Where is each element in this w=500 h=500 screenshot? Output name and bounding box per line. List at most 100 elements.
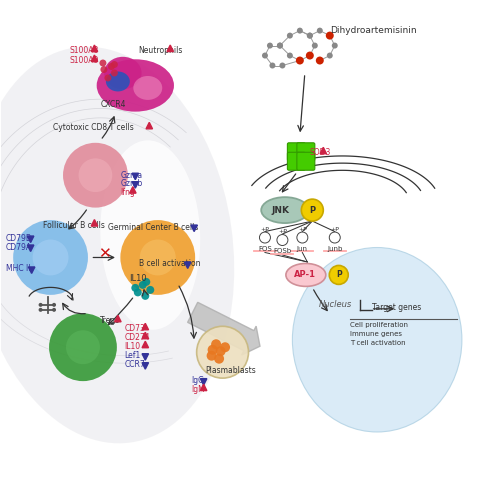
Circle shape xyxy=(142,292,150,300)
Circle shape xyxy=(13,220,88,295)
Polygon shape xyxy=(28,236,34,242)
Ellipse shape xyxy=(292,248,462,432)
FancyBboxPatch shape xyxy=(288,143,306,160)
Text: CD73: CD73 xyxy=(124,324,145,334)
Circle shape xyxy=(132,284,140,292)
Circle shape xyxy=(302,199,324,221)
Circle shape xyxy=(332,42,338,48)
Polygon shape xyxy=(167,45,173,52)
Polygon shape xyxy=(91,55,98,62)
Text: Ifng: Ifng xyxy=(120,188,135,196)
Circle shape xyxy=(307,32,313,38)
Text: +P: +P xyxy=(298,226,307,232)
Text: +P: +P xyxy=(330,226,339,232)
Circle shape xyxy=(316,56,324,64)
Text: Junb: Junb xyxy=(327,246,342,252)
Text: CD79B: CD79B xyxy=(6,234,32,242)
Circle shape xyxy=(317,28,323,34)
Circle shape xyxy=(111,70,118,76)
Circle shape xyxy=(38,308,42,312)
Ellipse shape xyxy=(134,76,162,100)
Circle shape xyxy=(32,240,68,276)
Text: CD79A: CD79A xyxy=(6,242,32,252)
Circle shape xyxy=(330,266,348,284)
Text: MHC II: MHC II xyxy=(6,264,30,274)
Circle shape xyxy=(307,32,313,38)
Text: B cell activation: B cell activation xyxy=(140,260,201,268)
Text: IgM: IgM xyxy=(191,385,205,394)
Text: ✕: ✕ xyxy=(98,246,110,261)
Circle shape xyxy=(78,158,112,192)
Ellipse shape xyxy=(106,72,130,92)
Circle shape xyxy=(277,234,288,246)
Circle shape xyxy=(100,60,106,66)
Text: AP-1: AP-1 xyxy=(294,270,316,280)
Text: Germinal Center B cells: Germinal Center B cells xyxy=(108,222,198,232)
Text: S100A9: S100A9 xyxy=(70,56,99,65)
Text: P: P xyxy=(336,270,342,280)
Text: +P: +P xyxy=(278,229,287,234)
Circle shape xyxy=(216,346,226,356)
Ellipse shape xyxy=(104,57,142,89)
Polygon shape xyxy=(132,173,138,180)
Circle shape xyxy=(277,42,283,48)
Polygon shape xyxy=(142,324,148,330)
Circle shape xyxy=(111,61,118,68)
Text: T cell activation: T cell activation xyxy=(350,340,406,345)
Text: Lef1: Lef1 xyxy=(124,351,140,360)
Circle shape xyxy=(326,32,334,40)
Circle shape xyxy=(120,220,195,295)
Text: Follicular B cells: Follicular B cells xyxy=(43,220,105,230)
Polygon shape xyxy=(142,354,148,360)
Text: P: P xyxy=(310,206,316,214)
Ellipse shape xyxy=(286,264,326,286)
Text: IgG: IgG xyxy=(191,376,204,385)
Ellipse shape xyxy=(96,60,174,112)
Polygon shape xyxy=(142,332,148,339)
Circle shape xyxy=(267,42,273,48)
Circle shape xyxy=(287,32,293,38)
Polygon shape xyxy=(184,262,191,268)
Polygon shape xyxy=(200,384,207,390)
Circle shape xyxy=(52,308,56,312)
Circle shape xyxy=(142,278,150,286)
Text: CXCR4: CXCR4 xyxy=(100,100,126,109)
Circle shape xyxy=(260,232,270,243)
Text: +P: +P xyxy=(260,226,270,232)
Circle shape xyxy=(49,314,117,381)
Text: IL10: IL10 xyxy=(124,342,140,351)
Polygon shape xyxy=(142,362,148,369)
Text: FOSb: FOSb xyxy=(274,248,291,254)
Text: Jun: Jun xyxy=(297,246,308,252)
Text: Target genes: Target genes xyxy=(372,303,422,312)
Circle shape xyxy=(52,303,56,307)
Ellipse shape xyxy=(0,46,234,444)
Text: JNK: JNK xyxy=(272,206,290,214)
Circle shape xyxy=(296,56,304,64)
Circle shape xyxy=(104,74,112,82)
Circle shape xyxy=(146,286,154,294)
Text: CCR7: CCR7 xyxy=(124,360,145,369)
FancyBboxPatch shape xyxy=(288,152,306,170)
Text: Neutrophils: Neutrophils xyxy=(138,46,182,55)
Polygon shape xyxy=(200,378,207,385)
Circle shape xyxy=(38,303,42,307)
Circle shape xyxy=(327,52,333,59)
Circle shape xyxy=(297,232,308,243)
Circle shape xyxy=(312,42,318,48)
Polygon shape xyxy=(146,122,152,129)
Circle shape xyxy=(206,350,216,360)
Circle shape xyxy=(330,232,340,243)
Circle shape xyxy=(306,52,314,60)
Circle shape xyxy=(287,52,293,59)
Text: Gzma: Gzma xyxy=(120,170,142,179)
Circle shape xyxy=(139,281,147,289)
Text: S100A8: S100A8 xyxy=(70,46,99,55)
Polygon shape xyxy=(91,220,98,226)
Text: Tregs: Tregs xyxy=(100,316,120,326)
Polygon shape xyxy=(28,245,34,252)
Polygon shape xyxy=(130,186,136,193)
Text: Nucleus: Nucleus xyxy=(319,300,352,310)
Circle shape xyxy=(211,340,221,349)
Text: Cytotoxic CD8 T cells: Cytotoxic CD8 T cells xyxy=(52,124,134,132)
